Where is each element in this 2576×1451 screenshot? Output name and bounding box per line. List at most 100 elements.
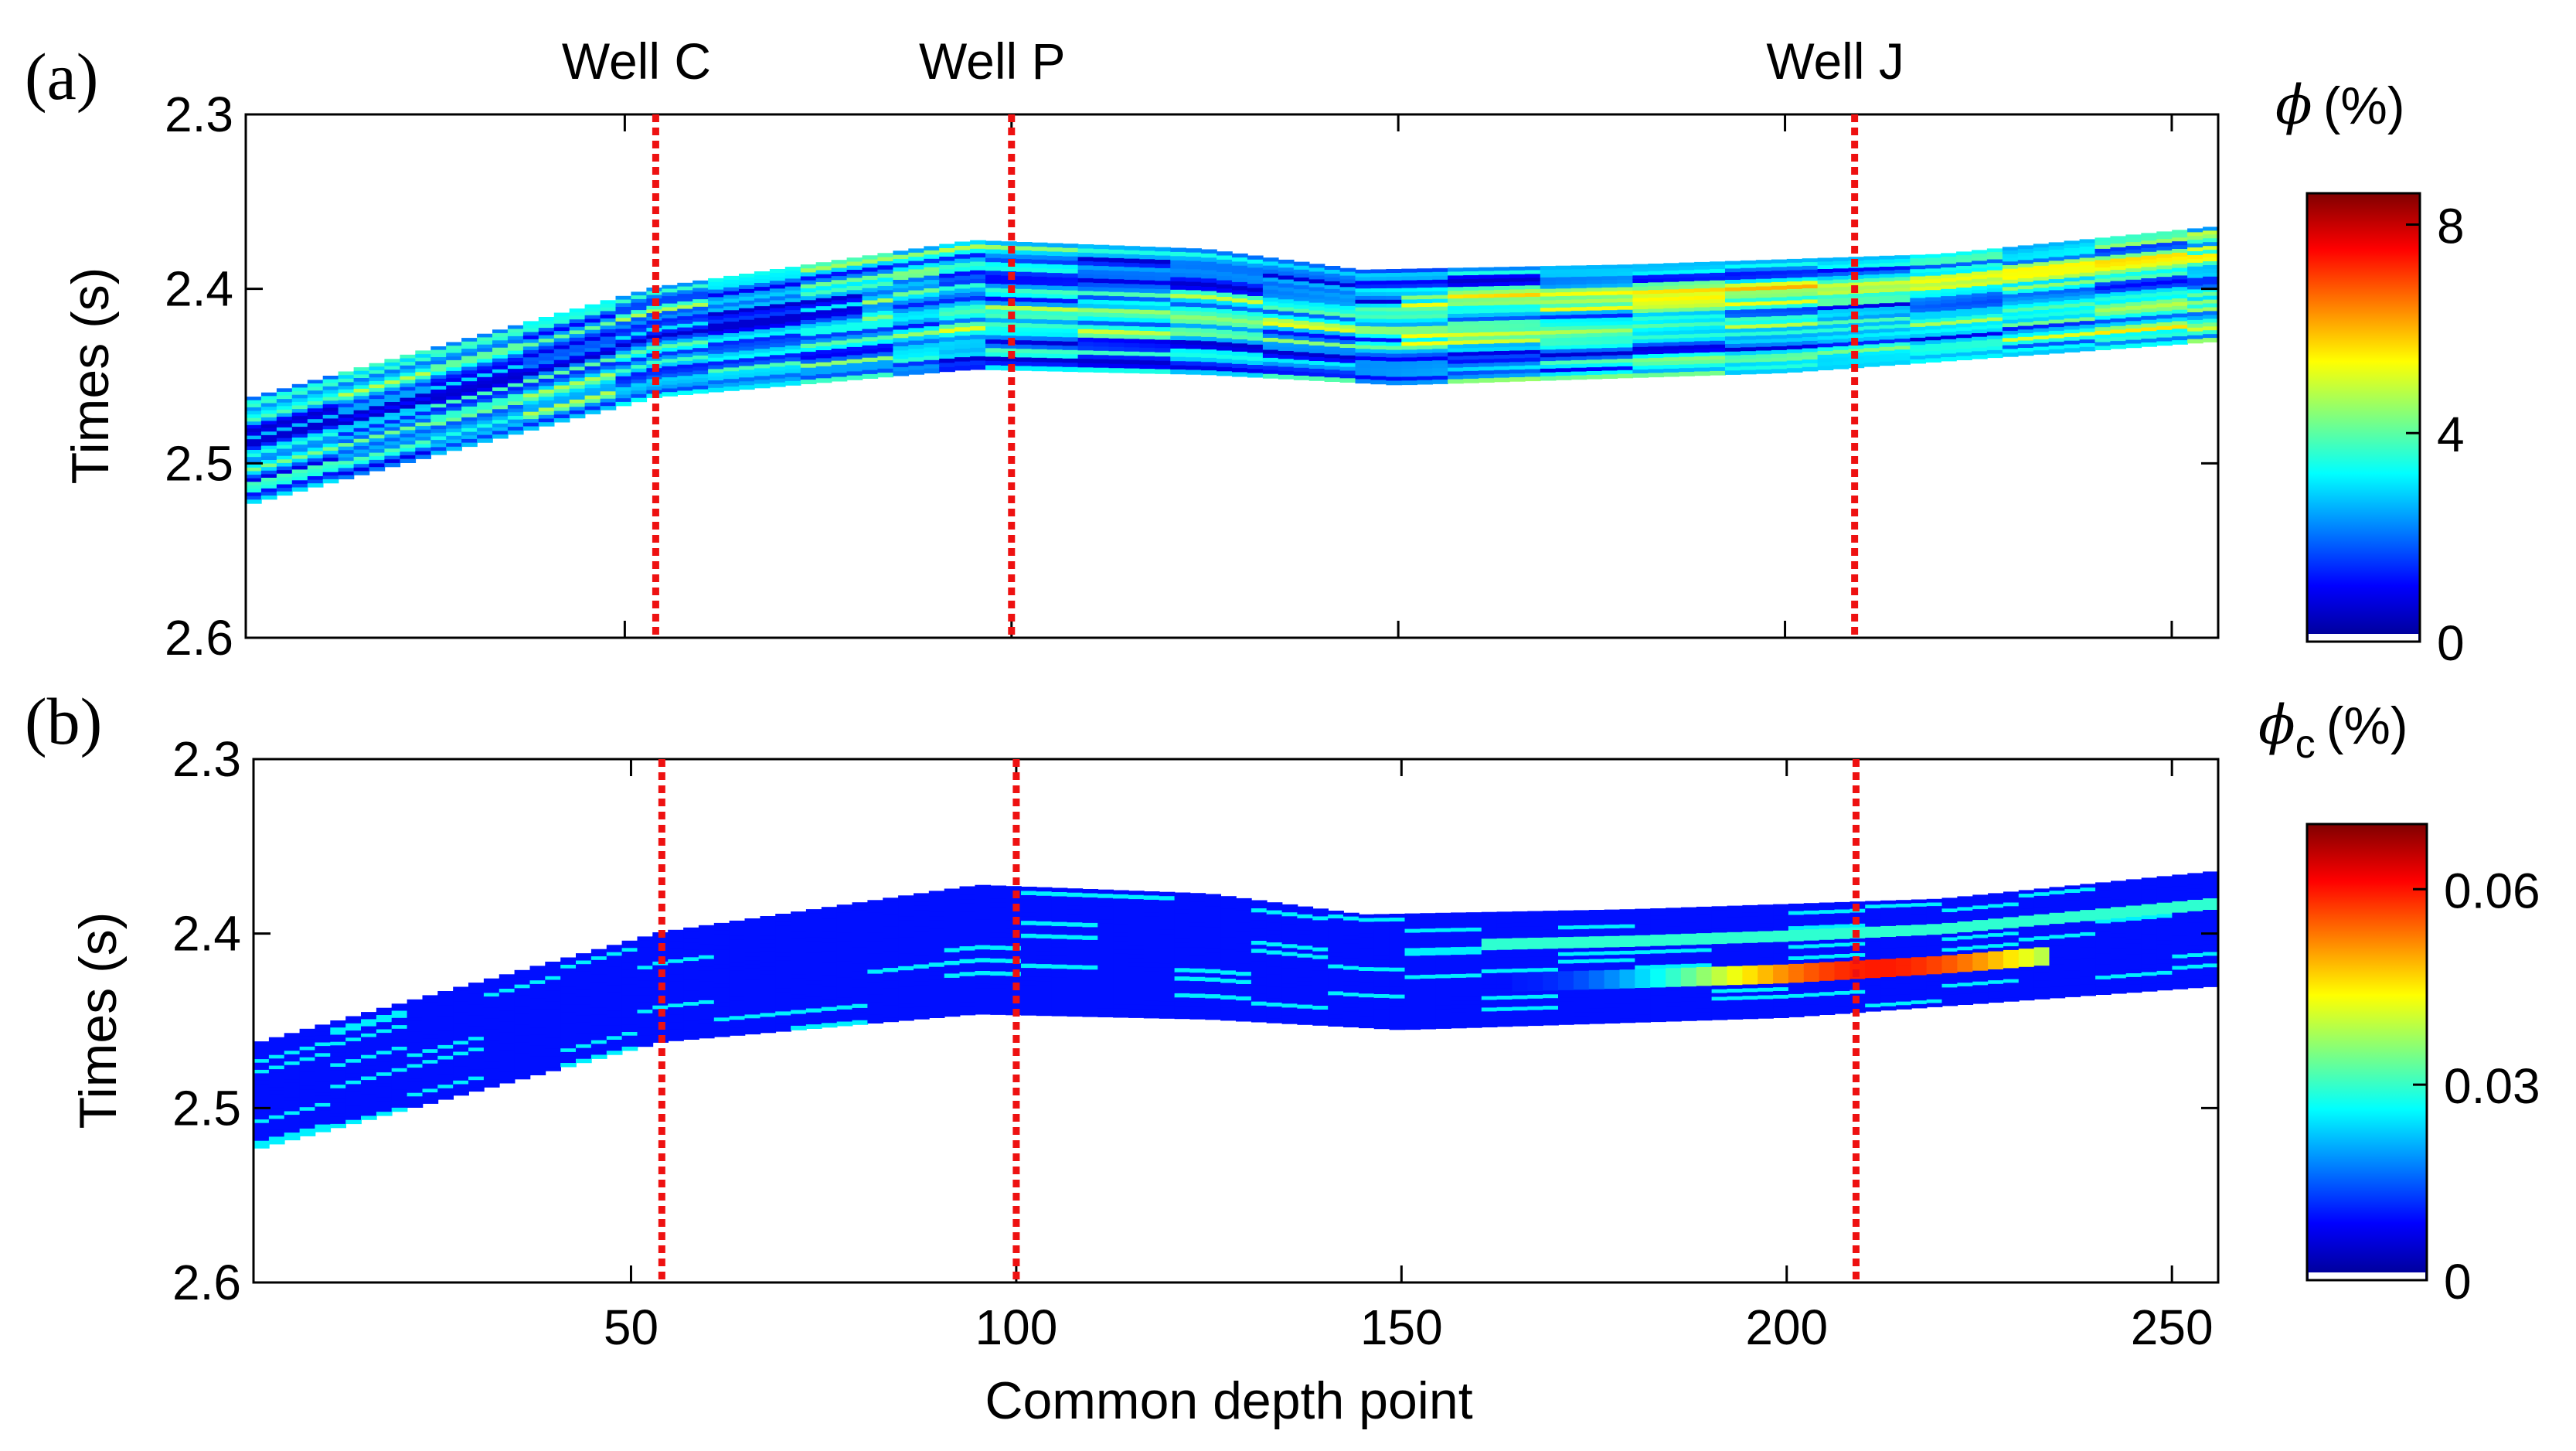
porosity-cell [615,336,632,341]
porosity-cell [2141,274,2157,279]
porosity-cell [1725,295,1741,300]
porosity-cell [760,932,777,936]
porosity-cell [939,358,955,364]
porosity-cell [1617,302,1634,307]
porosity-cell [1972,286,1988,291]
porosity-cell [2094,323,2112,328]
porosity-cell [1479,324,1495,329]
porosity-cell [1894,288,1911,292]
porosity-cell [553,404,570,408]
porosity-cell [345,1112,362,1117]
porosity-cell [1278,271,1295,277]
porosity-cell [330,1088,346,1093]
porosity-cell [569,381,586,386]
porosity-cell [1339,298,1356,303]
porosity-cell [1509,278,1526,283]
porosity-cell [1324,366,1341,371]
porosity-cell [1278,318,1295,324]
porosity-cell [1817,269,1834,274]
porosity-cell [668,962,684,968]
porosity-cell [893,321,910,326]
porosity-cell [330,1027,346,1032]
porosity-cell [775,968,791,973]
porosity-cell [391,1047,408,1051]
porosity-cell [791,998,807,1003]
porosity-cell [1509,305,1526,309]
porosity-cell [2033,321,2050,325]
porosity-cell [815,354,832,359]
porosity-cell [760,978,777,983]
porosity-cell [1771,285,1788,291]
porosity-cell [1863,318,1880,323]
porosity-cell [468,986,485,991]
porosity-cell [1139,356,1156,361]
porosity-cell [1370,338,1387,342]
porosity-cell [299,1121,316,1126]
porosity-cell [1648,369,1664,374]
porosity-cell [492,347,509,353]
porosity-cell [254,1077,270,1081]
porosity-cell [276,455,293,461]
porosity-cell [446,432,462,437]
porosity-cell [606,977,623,983]
porosity-cell [400,441,417,445]
porosity-cell [1694,318,1710,323]
porosity-cell [631,317,648,322]
porosity-cell [2048,253,2065,258]
porosity-cell [708,376,724,381]
porosity-cell [754,314,771,318]
porosity-cell [970,352,986,357]
porosity-cell [1124,254,1141,260]
porosity-cell [1278,359,1295,364]
porosity-cell [2156,254,2173,259]
porosity-cell [284,1044,301,1048]
porosity-cell [384,455,401,460]
porosity-cell [1077,252,1094,258]
porosity-cell [1786,346,1803,350]
porosity-cell [698,981,715,986]
porosity-cell [507,339,524,345]
porosity-cell [345,1105,362,1110]
porosity-cell [529,966,546,970]
porosity-cell [1432,376,1448,380]
porosity-cell [569,370,586,375]
porosity-cell [376,1072,393,1077]
porosity-cell [821,935,838,940]
porosity-cell [1540,357,1557,362]
porosity-cell [2079,265,2096,270]
porosity-cell [584,326,601,331]
porosity-cell [584,315,601,320]
porosity-cell [862,271,879,277]
porosity-cell [1817,347,1834,352]
porosity-cell [522,400,539,406]
porosity-cell [1463,305,1479,311]
porosity-cell [560,1041,577,1046]
porosity-cell [507,365,524,370]
porosity-cell [652,976,669,981]
porosity-cell [307,462,324,466]
porosity-cell [1139,263,1156,269]
porosity-cell [345,1073,362,1078]
porosity-cell [2002,257,2019,262]
porosity-cell [361,1030,377,1034]
porosity-cell [754,337,771,342]
porosity-cell [683,998,699,1003]
porosity-cell [1986,321,2003,325]
porosity-cell [615,347,632,352]
porosity-cell [538,339,555,343]
porosity-cell [1832,331,1849,336]
porosity-cell [1524,304,1541,309]
porosity-cell [1016,284,1033,290]
porosity-cell [1493,297,1510,302]
porosity-cell [353,442,370,447]
porosity-cell [908,302,924,308]
porosity-cell [322,429,339,434]
porosity-cell [1139,292,1156,298]
porosity-cell [522,411,539,417]
porosity-cell [2017,315,2034,319]
porosity-cell [330,1038,346,1043]
porosity-cell [1570,265,1587,271]
porosity-cell [461,352,478,357]
porosity-cell [569,373,586,379]
porosity-cell [862,308,879,314]
